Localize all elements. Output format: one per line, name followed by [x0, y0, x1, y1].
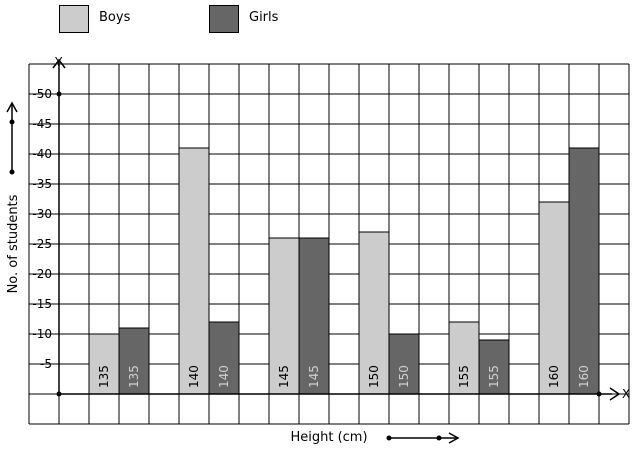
bar-boys-150 — [358, 231, 390, 395]
bar-label-boys-160: 160 — [547, 365, 561, 388]
bar-label-boys-135: 135 — [97, 365, 111, 388]
bar-girls-150 — [388, 333, 420, 395]
legend-label-boys: Boys — [99, 10, 131, 25]
legend-swatch-boys — [59, 5, 89, 33]
bar-label-girls-155: 155 — [487, 365, 501, 388]
bar-girls-140 — [208, 321, 240, 395]
y-tick-label-25: -25 — [32, 237, 52, 251]
x-axis-letter: X — [622, 387, 630, 401]
bars — [88, 147, 600, 395]
y-tick-label-15: -15 — [32, 297, 52, 311]
x-axis-end-dot — [596, 391, 602, 397]
bar-label-boys-155: 155 — [457, 365, 471, 388]
labels: 135 135 140 140 145 145 150 150 155 155 160 160 Y X -5… — [6, 55, 630, 445]
bar-label-girls-140: 140 — [217, 365, 231, 388]
y-tick-label-35: -35 — [32, 177, 52, 191]
x-direction-dot-start — [386, 435, 392, 441]
bar-boys-140 — [178, 147, 210, 395]
bar-boys-160 — [538, 201, 570, 395]
bar-label-girls-135: 135 — [127, 365, 141, 388]
bar-girls-155 — [478, 339, 510, 395]
bar-label-girls-160: 160 — [577, 365, 591, 388]
y-tick-label-50: -50 — [32, 87, 52, 101]
y-axis-top-dot — [56, 91, 62, 97]
origin-dot — [56, 391, 62, 397]
bar-girls-135 — [118, 327, 150, 395]
y-tick-label-40: -40 — [32, 147, 52, 161]
bar-girls-160 — [568, 147, 600, 395]
legend-swatch-girls — [209, 5, 239, 33]
y-tick-label-30: -30 — [32, 207, 52, 221]
y-axis-title: No. of students — [6, 194, 21, 293]
bar-label-girls-150: 150 — [397, 365, 411, 388]
y-axis-letter: Y — [54, 55, 63, 69]
y-tick-label-20: -20 — [32, 267, 52, 281]
x-direction-arrow-head — [448, 432, 460, 444]
bar-label-girls-145: 145 — [307, 365, 321, 388]
y-direction-dot-start — [9, 169, 15, 175]
y-tick-label-45: -45 — [32, 117, 52, 131]
axes — [6, 58, 621, 444]
y-axis-arrow — [52, 58, 66, 69]
bar-boys-155 — [448, 321, 480, 395]
y-tick-label-5: -5 — [40, 357, 52, 371]
x-axis-arrow — [609, 387, 621, 401]
y-direction-dot-mid — [9, 119, 15, 125]
y-direction-arrow-head — [6, 101, 18, 113]
bar-label-boys-150: 150 — [367, 365, 381, 388]
y-tick-label-10: -10 — [32, 327, 52, 341]
bar-label-boys-145: 145 — [277, 365, 291, 388]
bar-label-boys-140: 140 — [187, 365, 201, 388]
bar-boys-145 — [268, 237, 300, 395]
legend-label-girls: Girls — [249, 10, 279, 25]
x-direction-dot-mid — [436, 435, 442, 441]
bar-girls-145 — [298, 237, 330, 395]
x-axis-title: Height (cm) — [290, 430, 367, 445]
